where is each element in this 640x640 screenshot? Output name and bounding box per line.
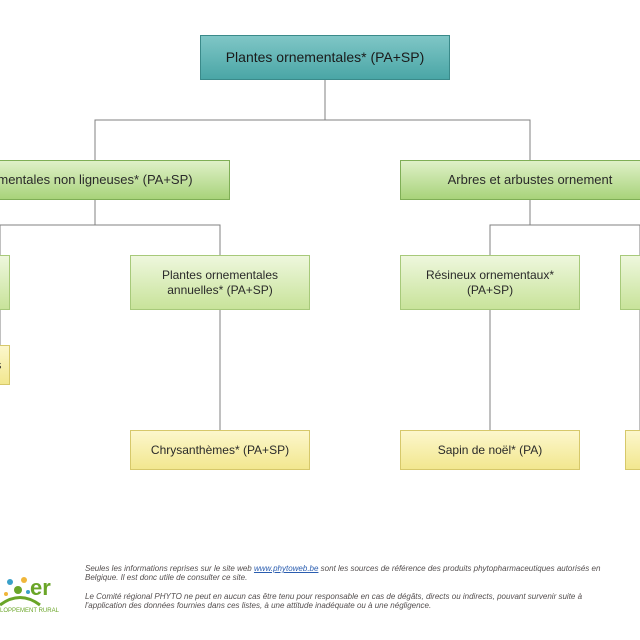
connector <box>325 80 530 160</box>
connector <box>490 200 530 255</box>
connector <box>95 80 325 160</box>
connector <box>95 200 220 255</box>
node-label: Arbres et arbustes ornement <box>448 172 613 188</box>
node-l2a: s <box>0 255 10 310</box>
node-label: Plantes ornementales* (PA+SP) <box>226 49 425 67</box>
node-label: Résineux ornementaux* (PA+SP) <box>411 268 569 298</box>
node-l2b: Plantes ornementales annuelles* (PA+SP) <box>130 255 310 310</box>
node-label: Sapin de noël* (PA) <box>438 443 543 458</box>
footer-p1-before: Seules les informations reprises sur le … <box>85 564 254 573</box>
node-l3b: Chrysanthèmes* (PA+SP) <box>130 430 310 470</box>
footer-disclaimer: Seules les informations reprises sur le … <box>85 564 620 620</box>
connector <box>530 200 640 255</box>
logo-text-bottom: LOPPEMENT RURAL <box>0 608 60 614</box>
node-label: Plantes ornementales annuelles* (PA+SP) <box>141 268 299 298</box>
node-l1a: mentales non ligneuses* (PA+SP) <box>0 160 230 200</box>
node-label: Chrysanthèmes* (PA+SP) <box>151 443 289 458</box>
node-label: es <box>0 358 1 373</box>
logo-text-top: er <box>30 575 51 600</box>
footer-link[interactable]: www.phytoweb.be <box>254 564 318 573</box>
node-l2d: Arb orn <box>620 255 640 310</box>
node-label: mentales non ligneuses* (PA+SP) <box>0 172 193 188</box>
node-l3a: es <box>0 345 10 385</box>
node-l1b: Arbres et arbustes ornement <box>400 160 640 200</box>
node-l2c: Résineux ornementaux* (PA+SP) <box>400 255 580 310</box>
connector <box>0 200 95 255</box>
node-label: Arb orn <box>631 268 640 298</box>
connector-layer <box>0 0 640 640</box>
node-l3c: Sapin de noël* (PA) <box>400 430 580 470</box>
brand-logo: er LOPPEMENT RURAL <box>0 550 80 620</box>
footer-p2: Le Comité régional PHYTO ne peut en aucu… <box>85 592 620 610</box>
node-l3d <box>625 430 640 470</box>
node-root: Plantes ornementales* (PA+SP) <box>200 35 450 80</box>
